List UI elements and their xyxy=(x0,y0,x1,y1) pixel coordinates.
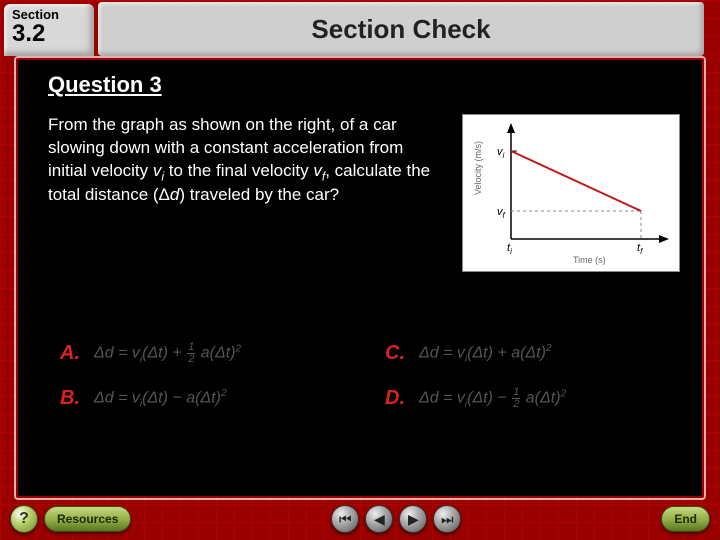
section-tab: Section 3.2 xyxy=(4,4,94,56)
answer-letter: A. xyxy=(60,342,84,365)
question-text: From the graph as shown on the right, of… xyxy=(48,114,442,272)
page-title: Section Check xyxy=(311,14,490,45)
svg-text:vi: vi xyxy=(497,146,505,160)
help-button[interactable]: ? xyxy=(10,505,38,533)
question-heading: Question 3 xyxy=(48,72,680,98)
title-bar: Section Check xyxy=(98,2,704,56)
nav-first-button[interactable]: ⏮ xyxy=(331,505,359,533)
answer-letter: D. xyxy=(385,387,409,410)
nav-last-button[interactable]: ⏭ xyxy=(433,505,461,533)
nav-buttons: ⏮ ◀ ▶ ⏭ xyxy=(331,505,461,533)
answer-a[interactable]: A. Δd = vi(Δt) + 12 a(Δt)2 xyxy=(60,342,355,365)
nav-prev-button[interactable]: ◀ xyxy=(365,505,393,533)
end-button[interactable]: End xyxy=(661,506,710,532)
graph-svg: Velocity (m/s) Time (s) vi vf ti tf xyxy=(463,115,681,273)
x-axis-label: Time (s) xyxy=(573,255,606,265)
section-number: 3.2 xyxy=(12,22,86,46)
answer-formula: Δd = vi(Δt) + 12 a(Δt)2 xyxy=(94,342,241,365)
footer-bar: ? Resources ⏮ ◀ ▶ ⏭ End xyxy=(10,502,710,536)
answer-d[interactable]: D. Δd = vi(Δt) − 12 a(Δt)2 xyxy=(385,387,680,410)
help-icon: ? xyxy=(19,510,29,528)
answer-formula: Δd = vi(Δt) + a(Δt)2 xyxy=(419,343,552,365)
answer-formula: Δd = vi(Δt) − 12 a(Δt)2 xyxy=(419,387,566,410)
svg-text:vf: vf xyxy=(497,206,506,220)
answer-formula: Δd = vi(Δt) − a(Δt)2 xyxy=(94,388,227,410)
answer-letter: C. xyxy=(385,342,409,365)
resources-button[interactable]: Resources xyxy=(44,506,131,532)
velocity-time-graph: Velocity (m/s) Time (s) vi vf ti tf xyxy=(462,114,680,272)
answer-options: A. Δd = vi(Δt) + 12 a(Δt)2 C. Δd = vi(Δt… xyxy=(60,342,680,410)
content-area: Question 3 From the graph as shown on th… xyxy=(48,72,680,272)
y-axis-label: Velocity (m/s) xyxy=(473,141,483,195)
answer-letter: B. xyxy=(60,387,84,410)
answer-c[interactable]: C. Δd = vi(Δt) + a(Δt)2 xyxy=(385,342,680,365)
answer-b[interactable]: B. Δd = vi(Δt) − a(Δt)2 xyxy=(60,387,355,410)
svg-text:tf: tf xyxy=(637,242,643,256)
nav-next-button[interactable]: ▶ xyxy=(399,505,427,533)
svg-text:ti: ti xyxy=(507,242,512,256)
